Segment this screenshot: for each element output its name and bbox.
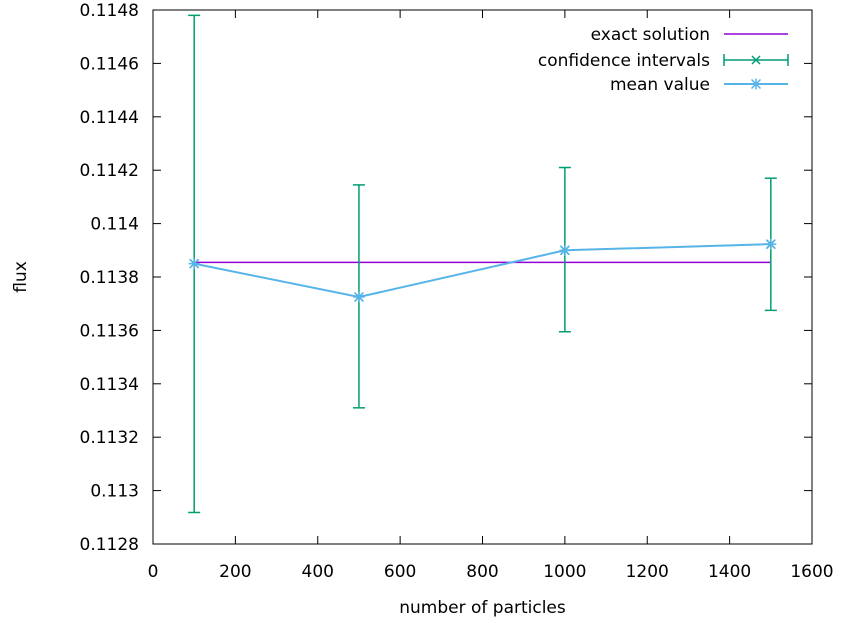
x-tick-label: 400 [302,562,334,582]
legend-swatch-confidence-intervals [723,54,789,66]
y-tick-label: 0.1134 [80,375,139,395]
y-tick-label: 0.114 [90,215,139,235]
y-tick-label: 0.1132 [80,428,139,448]
legend-errorbar-marker [751,55,761,65]
legend-label-mean-value: mean value [610,75,710,95]
y-tick-label: 0.113 [90,482,139,502]
x-tick-label: 0 [148,562,159,582]
x-tick-label: 1000 [543,562,586,582]
x-tick-label: 200 [219,562,251,582]
legend-mean-marker [750,78,762,90]
y-tick-label: 0.1144 [80,108,139,128]
mean-value-point [559,244,571,256]
y-tick-label: 0.1146 [80,54,139,74]
x-tick-label: 1200 [626,562,669,582]
mean-value-point [353,291,365,303]
y-tick-label: 0.1142 [80,161,139,181]
y-tick-label: 0.1128 [80,535,139,555]
legend: exact solution confidence intervals mean… [538,25,789,95]
series-layer [188,14,777,514]
x-axis: 0 200 400 600 800 1000 1200 1400 1600 [148,10,834,582]
series-mean-value-line [193,243,771,299]
x-tick-label: 800 [466,562,498,582]
y-tick-label: 0.1138 [80,268,139,288]
y-tick-label: 0.1148 [80,1,139,21]
legend-swatch-mean-value [724,78,788,90]
y-tick-label: 0.1136 [80,321,139,341]
legend-errorbar-marker-stroke [751,55,761,65]
legend-label-exact-solution: exact solution [591,25,710,45]
x-tick-label: 1400 [708,562,751,582]
x-tick-label: 600 [384,562,416,582]
y-axis: 0.1128 0.113 0.1132 0.1134 0.1136 0.1138 0.114… [80,1,812,555]
plot-border [152,9,813,545]
plot-frame [152,9,813,545]
mean-value-point [188,258,200,270]
legend-label-confidence-intervals: confidence intervals [538,51,710,71]
y-axis-title: flux [11,261,31,293]
x-tick-label: 1600 [790,562,833,582]
mean-value-point [765,238,777,250]
x-axis-title: number of particles [399,598,566,618]
